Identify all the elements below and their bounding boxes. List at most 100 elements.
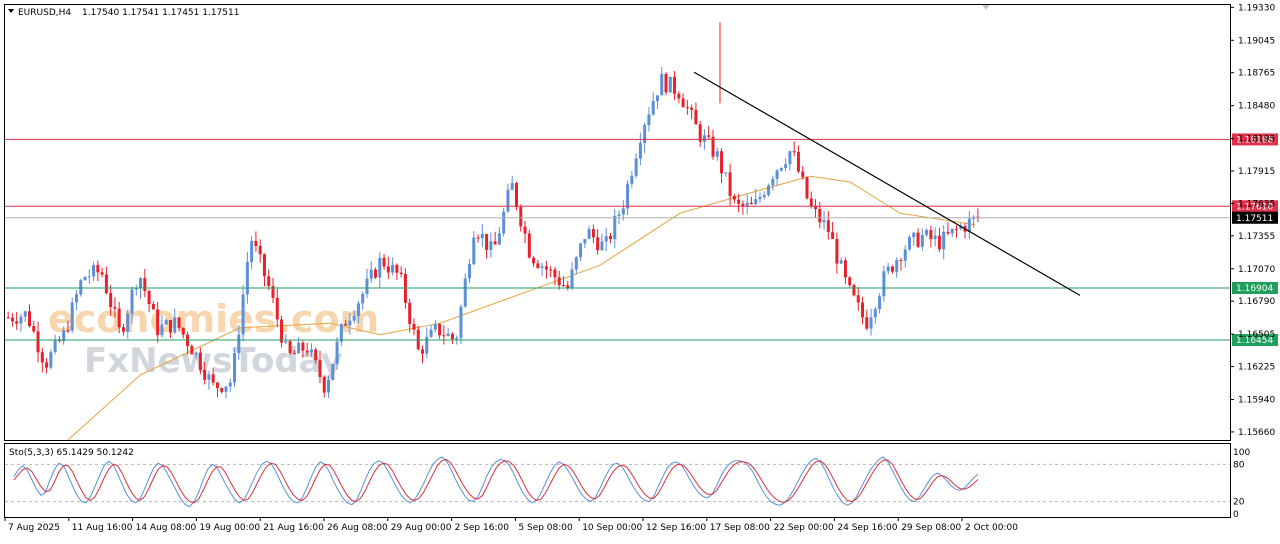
candle[interactable]	[109, 285, 113, 316]
candle[interactable]	[574, 256, 578, 275]
candle[interactable]	[284, 334, 288, 345]
candle[interactable]	[767, 183, 771, 197]
candle[interactable]	[775, 169, 779, 186]
candle[interactable]	[126, 309, 130, 339]
candle[interactable]	[690, 104, 694, 120]
candle[interactable]	[15, 312, 19, 330]
candle[interactable]	[596, 229, 600, 255]
candle[interactable]	[151, 301, 155, 310]
candle[interactable]	[254, 231, 258, 252]
candle[interactable]	[489, 232, 493, 258]
candle[interactable]	[70, 297, 74, 333]
candle[interactable]	[318, 350, 322, 383]
candle[interactable]	[878, 293, 882, 314]
candle[interactable]	[53, 334, 57, 355]
candle[interactable]	[728, 163, 732, 207]
candle[interactable]	[771, 175, 775, 191]
candle[interactable]	[352, 310, 356, 324]
candle[interactable]	[416, 325, 420, 351]
candle[interactable]	[510, 175, 514, 190]
candle[interactable]	[634, 153, 638, 179]
candle[interactable]	[660, 67, 664, 96]
candle[interactable]	[579, 242, 583, 262]
candle[interactable]	[104, 266, 108, 295]
candle[interactable]	[788, 150, 792, 171]
candle[interactable]	[814, 199, 818, 219]
candle[interactable]	[220, 387, 224, 394]
candle[interactable]	[673, 70, 677, 101]
candle[interactable]	[66, 320, 70, 334]
candle[interactable]	[280, 315, 284, 348]
candle[interactable]	[544, 260, 548, 279]
candle[interactable]	[741, 200, 745, 215]
candle[interactable]	[117, 302, 121, 334]
candle[interactable]	[749, 196, 753, 205]
candle[interactable]	[711, 129, 715, 160]
candle[interactable]	[429, 325, 433, 338]
candle[interactable]	[925, 228, 929, 237]
candle[interactable]	[36, 321, 40, 363]
candle[interactable]	[74, 290, 78, 311]
candle[interactable]	[967, 210, 971, 240]
candle[interactable]	[920, 228, 924, 252]
main-chart-frame[interactable]	[4, 4, 1231, 441]
candle[interactable]	[852, 283, 856, 297]
candle[interactable]	[976, 208, 980, 223]
candle[interactable]	[933, 227, 937, 247]
candle[interactable]	[506, 183, 510, 214]
candle[interactable]	[497, 226, 501, 246]
candle[interactable]	[211, 367, 215, 386]
candle[interactable]	[647, 107, 651, 132]
candle[interactable]	[890, 265, 894, 274]
candle[interactable]	[745, 194, 749, 215]
candle[interactable]	[908, 234, 912, 251]
candle[interactable]	[96, 260, 100, 281]
trendline-layer[interactable]	[693, 71, 1081, 296]
candle[interactable]	[651, 92, 655, 116]
candle[interactable]	[561, 276, 565, 287]
candle[interactable]	[288, 339, 292, 356]
candle[interactable]	[869, 308, 873, 336]
candle[interactable]	[399, 266, 403, 278]
candle[interactable]	[536, 259, 540, 270]
candle[interactable]	[450, 332, 454, 345]
candle[interactable]	[442, 325, 446, 345]
candle[interactable]	[305, 342, 309, 356]
candle[interactable]	[912, 231, 916, 246]
candle[interactable]	[250, 235, 254, 270]
candle[interactable]	[502, 207, 506, 237]
candle[interactable]	[801, 165, 805, 180]
candle[interactable]	[344, 320, 348, 326]
candle[interactable]	[207, 370, 211, 390]
candle[interactable]	[903, 245, 907, 268]
candle[interactable]	[143, 268, 147, 298]
candle[interactable]	[322, 375, 326, 398]
candle[interactable]	[472, 231, 476, 266]
candle[interactable]	[587, 225, 591, 240]
candle[interactable]	[873, 306, 877, 324]
candle[interactable]	[638, 132, 642, 166]
candle[interactable]	[190, 344, 194, 355]
candle[interactable]	[856, 286, 860, 311]
candle[interactable]	[258, 239, 262, 263]
candle[interactable]	[865, 309, 869, 331]
candle[interactable]	[395, 263, 399, 280]
candle[interactable]	[173, 308, 177, 335]
candle[interactable]	[147, 289, 151, 313]
candle[interactable]	[557, 270, 561, 290]
candle[interactable]	[446, 328, 450, 337]
candle[interactable]	[408, 298, 412, 333]
candle[interactable]	[583, 238, 587, 249]
candle[interactable]	[677, 91, 681, 104]
candle[interactable]	[92, 261, 96, 282]
candle[interactable]	[327, 375, 331, 398]
candle[interactable]	[685, 99, 689, 115]
candle[interactable]	[378, 251, 382, 288]
candle[interactable]	[267, 269, 271, 291]
candle[interactable]	[468, 259, 472, 284]
candle[interactable]	[245, 251, 249, 304]
candle[interactable]	[386, 256, 390, 280]
candle[interactable]	[87, 269, 91, 284]
candle[interactable]	[262, 253, 266, 287]
